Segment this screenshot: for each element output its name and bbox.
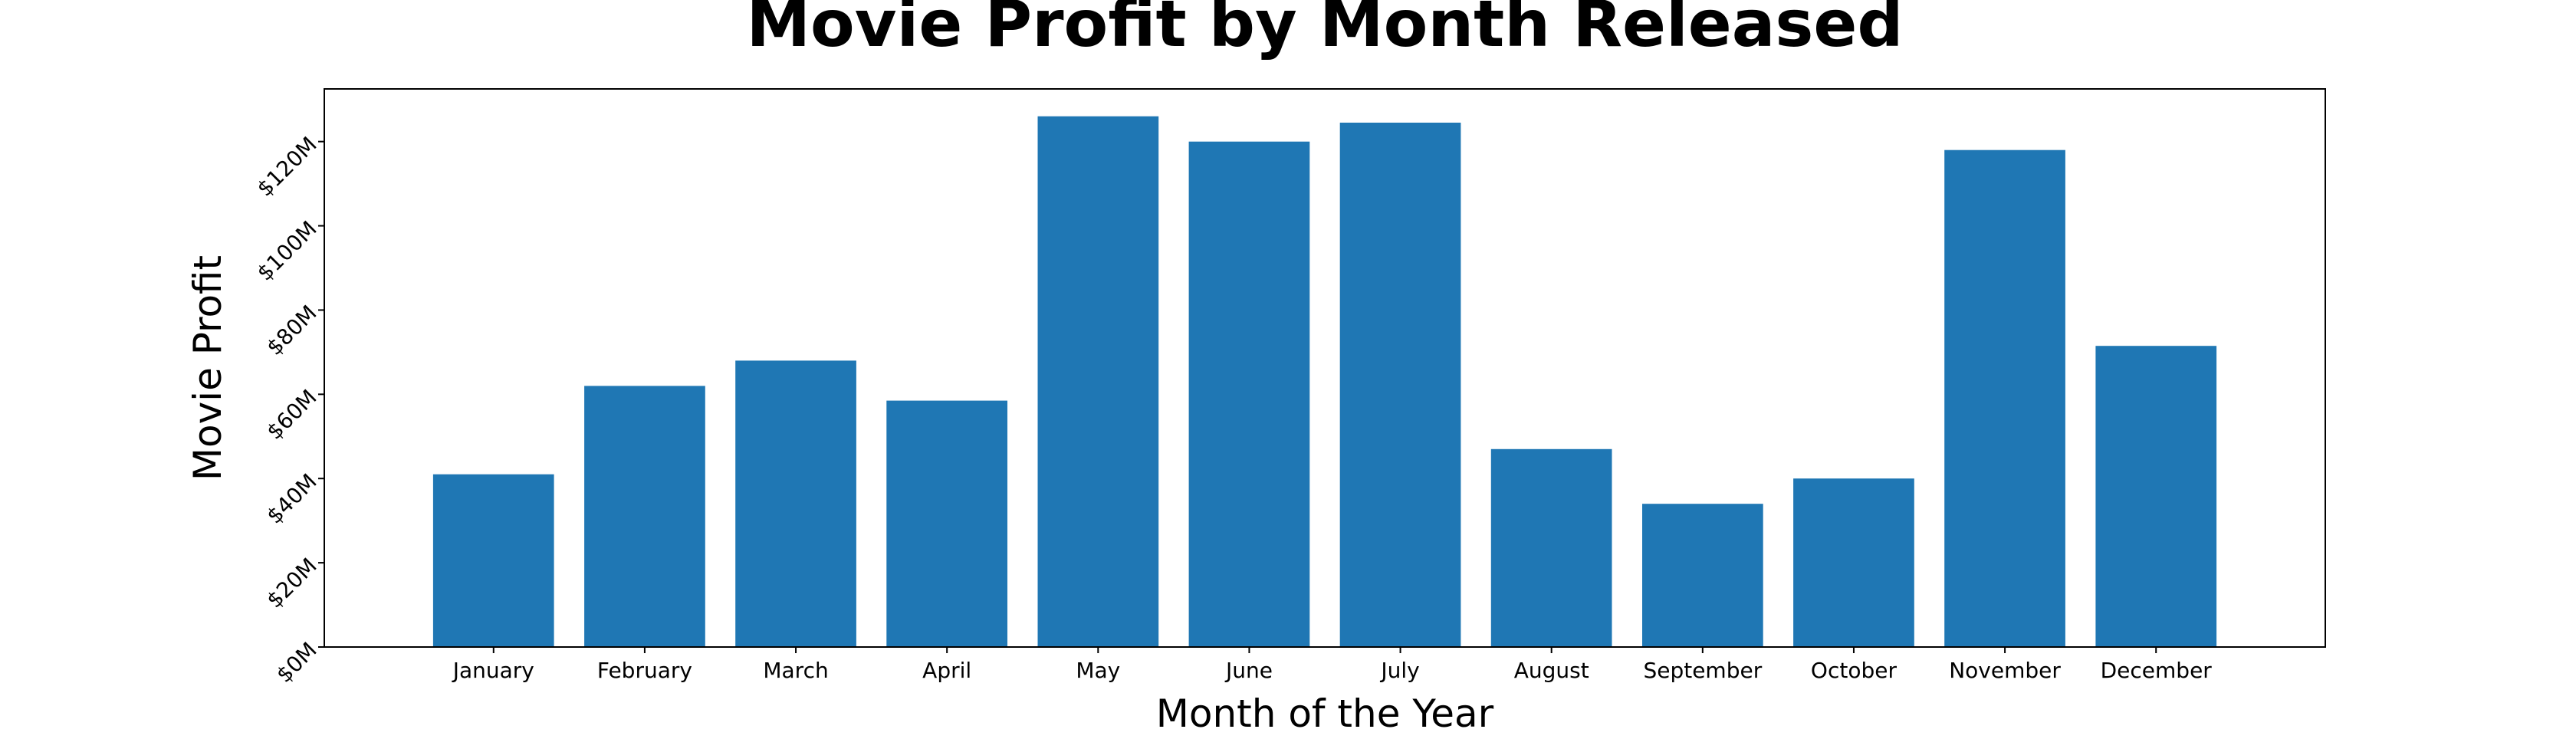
y-axis-label: Movie Profit — [186, 255, 230, 481]
bar-march — [735, 360, 856, 647]
x-axis-ticks: January February March April May June July Augu… — [452, 647, 2213, 683]
x-tick-label: April — [922, 658, 971, 683]
y-tick-label: $100M — [252, 216, 322, 286]
x-tick-label: March — [763, 658, 828, 683]
y-tick-label: $0M — [271, 637, 322, 688]
x-tick-label: December — [2101, 658, 2213, 683]
x-tick-label: May — [1076, 658, 1120, 683]
plot-frame — [324, 88, 2326, 648]
bar-september — [1642, 504, 1763, 647]
y-tick-label: $20M — [261, 553, 321, 613]
x-tick-label: September — [1643, 658, 1762, 683]
bar-january — [432, 474, 554, 647]
x-tick-label: February — [597, 658, 692, 683]
x-tick-label: June — [1224, 658, 1273, 683]
bar-june — [1188, 141, 1310, 647]
x-tick-label: January — [452, 658, 534, 683]
y-tick-label: $40M — [261, 468, 321, 528]
bar-november — [1944, 149, 2065, 647]
x-tick-label: October — [1811, 658, 1898, 683]
bar-july — [1339, 123, 1461, 647]
bar-february — [584, 386, 705, 647]
y-tick-label: $60M — [261, 385, 321, 445]
y-tick-label: $120M — [252, 132, 322, 202]
bars-group — [432, 116, 2217, 647]
y-axis-ticks: $0M $20M $40M $60M $80M $100M $120M — [252, 132, 324, 688]
y-tick-label: $80M — [261, 301, 321, 360]
bar-august — [1490, 448, 1612, 647]
chart-title: Movie Profit by Month Released — [746, 0, 1903, 61]
bar-may — [1037, 116, 1159, 647]
x-tick-label: August — [1514, 658, 1589, 683]
bar-october — [1793, 478, 1914, 647]
x-tick-label: November — [1949, 658, 2061, 683]
x-axis-label: Month of the Year — [1156, 691, 1494, 736]
bar-april — [886, 400, 1007, 647]
bar-december — [2095, 346, 2217, 647]
x-tick-label: July — [1379, 658, 1419, 683]
